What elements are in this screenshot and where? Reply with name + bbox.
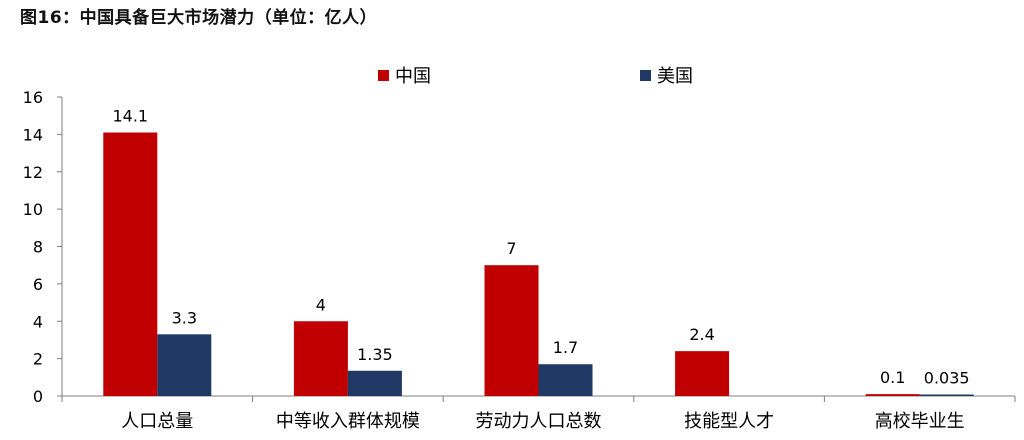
chart-legend: 中国 美国 [378,66,693,87]
data-label: 1.7 [553,338,578,357]
chart-data-labels: 14.1 3.3 4 1.35 7 1.7 2.4 0.1 0.035 [112,107,969,388]
y-tick-label: 10 [23,200,43,219]
y-tick-label: 8 [33,238,43,257]
data-label: 3.3 [172,308,197,327]
y-tick-label: 12 [23,163,43,182]
bar-中国 [484,265,539,396]
x-tick-label: 劳动力人口总数 [476,411,602,432]
data-label: 14.1 [112,107,148,126]
legend-swatch [378,70,389,81]
data-label: 0.1 [880,368,905,387]
x-tick-label: 高校毕业生 [875,411,965,432]
data-label: 2.4 [689,325,714,344]
y-tick-label: 14 [23,125,43,144]
figure-title: 图16：中国具备巨大市场潜力（单位：亿人） [20,8,378,28]
bar-美国 [919,394,974,396]
x-tick-label: 人口总量 [121,411,193,432]
y-tick-label: 2 [33,350,43,369]
y-tick-label: 4 [33,312,43,331]
bar-美国 [347,370,402,396]
y-tick-label: 6 [33,275,43,294]
bar-美国 [538,364,593,396]
bar-中国 [865,394,920,396]
legend-label: 美国 [657,66,693,87]
y-tick-label: 16 [23,88,43,107]
chart-axes: 0 2 4 6 8 10 12 14 16 人口总量 中等收入群体规模 劳动力人口总数 技能型人才 高校毕… [23,88,1016,432]
bar-中国 [675,351,730,396]
data-label: 7 [506,239,516,258]
x-tick-label: 技能型人才 [684,411,774,432]
x-tick-label: 中等收入群体规模 [276,411,420,432]
bar-美国 [157,334,212,396]
y-tick-label: 0 [33,387,43,406]
data-label: 1.35 [357,345,393,364]
legend-label: 中国 [395,66,431,87]
legend-swatch [640,70,651,81]
data-label: 4 [316,295,326,314]
bar-中国 [293,321,348,396]
bar-中国 [103,132,158,396]
data-label: 0.035 [924,369,970,388]
chart-bars [103,132,974,396]
